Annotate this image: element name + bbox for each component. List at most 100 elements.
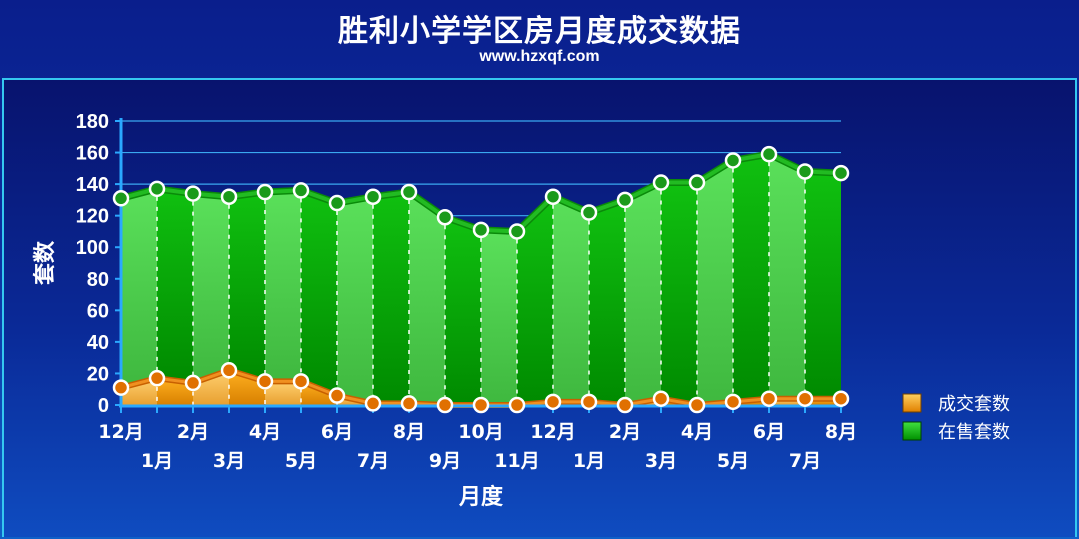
- point-deals: [400, 395, 418, 412]
- green-area-stripes: [121, 154, 841, 405]
- point-listings: [580, 204, 598, 221]
- y-tick-label: 160: [76, 143, 109, 165]
- point-deals: [328, 387, 346, 404]
- x-tick-label: 10月: [458, 421, 503, 443]
- legend-swatch-deals: [902, 393, 922, 413]
- point-deals: [436, 396, 454, 414]
- x-axis-title: 月度: [458, 484, 504, 510]
- y-tick-label: 100: [76, 237, 109, 259]
- x-tick-label: 8月: [393, 421, 425, 443]
- point-deals: [148, 369, 166, 387]
- point-deals: [472, 396, 490, 414]
- x-tick-label: 9月: [429, 450, 461, 472]
- data-points: [112, 145, 850, 414]
- point-deals: [364, 395, 382, 412]
- x-tick-label: 7月: [357, 450, 389, 472]
- y-tick-label: 60: [87, 300, 109, 322]
- y-tick-label: 120: [76, 206, 109, 228]
- point-deals: [112, 379, 130, 396]
- x-tick-label: 12月: [98, 421, 143, 443]
- green-area-segment: [193, 193, 229, 383]
- point-deals: [220, 362, 238, 379]
- x-tick-label: 7月: [789, 450, 821, 472]
- x-tick-label: 6月: [321, 421, 353, 443]
- green-area-segment: [337, 196, 373, 404]
- x-tick-label: 2月: [177, 421, 209, 443]
- y-tick-label: 20: [87, 363, 109, 385]
- green-area-segment: [769, 154, 805, 399]
- orange-area-segment: [121, 378, 157, 405]
- green-area-segment: [373, 192, 409, 404]
- point-listings: [292, 182, 310, 199]
- point-deals: [580, 393, 598, 411]
- legend-swatch-listings: [902, 421, 922, 441]
- green-area-segment: [265, 190, 301, 382]
- point-deals: [508, 396, 526, 414]
- y-tick-label: 40: [87, 332, 109, 354]
- y-tick-label: 80: [87, 269, 109, 291]
- green-area-segment: [733, 154, 769, 402]
- x-tick-label: 4月: [681, 421, 713, 443]
- point-listings: [796, 163, 814, 180]
- point-deals: [652, 390, 670, 407]
- point-listings: [544, 188, 562, 205]
- point-deals: [724, 393, 742, 411]
- x-tick-label: 4月: [249, 421, 281, 443]
- point-listings: [472, 221, 490, 239]
- x-tick-label: 8月: [825, 421, 857, 443]
- point-listings: [652, 174, 670, 191]
- point-deals: [760, 390, 778, 407]
- x-tick-label: 3月: [213, 450, 245, 472]
- legend: 成交套数 在售套数: [902, 393, 1010, 443]
- dashed-dividers: [156, 162, 806, 405]
- point-deals: [832, 390, 850, 407]
- orange-area-segment: [157, 378, 193, 405]
- point-listings: [148, 180, 166, 198]
- point-listings: [220, 188, 238, 205]
- y-tick-label: 140: [76, 174, 109, 196]
- green-area-segment: [121, 188, 157, 388]
- point-listings: [436, 208, 454, 226]
- green-area-segment: [661, 182, 697, 405]
- point-deals: [544, 393, 562, 411]
- orange-area-segment: [265, 381, 301, 405]
- point-deals: [688, 396, 706, 414]
- point-listings: [760, 145, 778, 163]
- chart-title: 胜利小学学区房月度成交数据: [338, 14, 741, 49]
- x-tick-label: 5月: [285, 450, 317, 472]
- point-deals: [796, 390, 814, 407]
- green-area-segment: [697, 160, 733, 405]
- x-tick-label: 12月: [530, 421, 575, 443]
- green-area-segment: [301, 190, 337, 396]
- green-area-segment: [229, 192, 265, 382]
- point-deals: [184, 374, 202, 392]
- green-area-segment: [517, 196, 553, 405]
- point-listings: [112, 190, 130, 207]
- x-tick-label: 2月: [609, 421, 641, 443]
- point-listings: [832, 164, 850, 182]
- y-tick-label: 0: [98, 395, 109, 417]
- orange-area-segment: [193, 370, 229, 405]
- green-area-segment: [589, 199, 625, 405]
- point-listings: [256, 183, 274, 201]
- green-area-segment: [553, 196, 589, 402]
- chart-subtitle: www.hzxqf.com: [479, 48, 600, 65]
- tick-labels: 02040608010012014016018012月1月2月3月4月5月6月7…: [76, 111, 857, 472]
- legend-label-deals: 成交套数: [938, 394, 1010, 415]
- x-tick-label: 6月: [753, 421, 785, 443]
- point-deals: [256, 373, 274, 390]
- green-area-segment: [157, 188, 193, 383]
- x-tick-label: 1月: [573, 450, 605, 472]
- point-listings: [508, 223, 526, 240]
- green-area-segment: [445, 217, 481, 405]
- point-listings: [364, 188, 382, 205]
- green-area-segment: [625, 182, 661, 405]
- x-tick-label: 11月: [494, 450, 539, 472]
- green-area-segment: [481, 229, 517, 405]
- green-area-segment: [409, 192, 445, 405]
- point-listings: [400, 183, 418, 201]
- point-deals: [292, 373, 310, 390]
- x-tick-label: 3月: [645, 450, 677, 472]
- y-tick-label: 180: [76, 111, 109, 133]
